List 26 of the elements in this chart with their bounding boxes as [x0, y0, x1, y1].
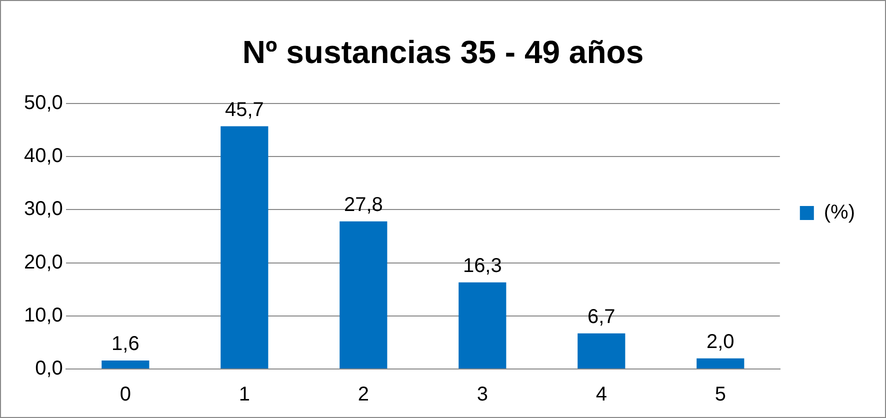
data-label: 27,8 [344, 194, 383, 216]
data-label: 6,7 [588, 306, 616, 328]
data-label: 45,7 [224, 98, 264, 121]
y-tick-label: 20,0 [24, 251, 63, 274]
legend-label: (%) [824, 202, 856, 224]
bar [340, 221, 388, 368]
y-tick-label: 40,0 [24, 145, 63, 168]
bar [578, 333, 626, 368]
x-tick-label: 5 [714, 384, 726, 406]
bar [220, 126, 268, 368]
data-label: 16,3 [462, 254, 502, 277]
x-tick-label: 0 [120, 384, 131, 406]
y-tick-label: 10,0 [24, 304, 63, 326]
chart-title: Nº sustancias 35 - 49 años [242, 34, 644, 70]
bar [102, 360, 150, 368]
y-tick-label: 50,0 [24, 92, 63, 114]
x-tick-label: 2 [358, 384, 369, 406]
y-tick-label: 0,0 [35, 358, 63, 380]
x-tick-label: 1 [238, 384, 250, 406]
data-label: 1,6 [112, 333, 140, 356]
bar [458, 282, 506, 368]
y-tick-label: 30,0 [24, 198, 63, 220]
data-label: 2,0 [706, 330, 734, 353]
x-tick-label: 4 [596, 384, 607, 406]
x-tick-label: 3 [476, 384, 488, 406]
bar [696, 358, 744, 368]
